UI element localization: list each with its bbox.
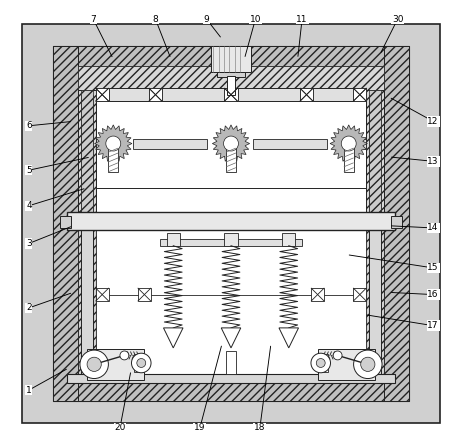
Text: 11: 11 — [296, 15, 308, 24]
Bar — [366, 228, 384, 381]
Bar — [160, 239, 302, 246]
Bar — [366, 90, 384, 228]
Bar — [67, 212, 395, 230]
Bar — [353, 88, 366, 101]
Bar — [96, 88, 109, 101]
Bar — [133, 139, 207, 149]
Bar — [391, 215, 402, 228]
Bar — [78, 228, 96, 381]
Bar — [225, 351, 237, 374]
Text: 12: 12 — [427, 117, 439, 126]
Bar — [87, 349, 145, 380]
Text: 18: 18 — [254, 423, 266, 432]
Bar — [81, 95, 93, 379]
Bar — [96, 288, 109, 301]
Bar — [225, 233, 237, 246]
Bar — [227, 76, 235, 95]
Polygon shape — [164, 328, 183, 348]
Bar — [78, 90, 96, 228]
Bar — [311, 288, 324, 301]
Bar — [96, 139, 111, 149]
Circle shape — [80, 350, 109, 379]
Text: 8: 8 — [152, 15, 158, 24]
Polygon shape — [213, 125, 249, 162]
Bar — [60, 215, 71, 228]
Bar — [167, 233, 180, 246]
Bar — [78, 66, 384, 90]
Polygon shape — [95, 125, 132, 162]
Bar — [225, 88, 237, 101]
Text: 17: 17 — [427, 321, 439, 330]
Text: 13: 13 — [427, 157, 439, 166]
Bar — [300, 88, 313, 101]
Circle shape — [341, 136, 356, 151]
Text: 16: 16 — [427, 290, 439, 299]
Text: 20: 20 — [114, 423, 126, 432]
Bar — [96, 89, 366, 101]
Bar — [322, 354, 328, 372]
Text: 4: 4 — [26, 201, 32, 210]
Bar — [384, 46, 409, 401]
Text: 6: 6 — [26, 121, 32, 130]
Bar — [282, 233, 295, 246]
Bar — [369, 95, 381, 379]
Text: 7: 7 — [91, 15, 96, 24]
Bar — [226, 147, 236, 172]
Bar — [353, 288, 366, 301]
Circle shape — [106, 136, 121, 151]
Bar — [96, 88, 109, 101]
Text: 5: 5 — [26, 166, 32, 175]
Bar — [300, 88, 313, 101]
Text: 2: 2 — [26, 304, 32, 312]
Polygon shape — [330, 125, 367, 162]
Bar — [211, 46, 251, 72]
Circle shape — [353, 350, 382, 379]
Bar — [351, 139, 366, 149]
Polygon shape — [279, 328, 298, 348]
Circle shape — [132, 353, 151, 373]
Bar — [369, 90, 381, 228]
Circle shape — [333, 351, 342, 360]
Bar — [134, 354, 140, 372]
Circle shape — [361, 357, 375, 371]
Bar — [96, 90, 366, 188]
Text: 3: 3 — [26, 239, 32, 248]
Text: 15: 15 — [427, 263, 439, 272]
Bar — [217, 72, 245, 77]
Polygon shape — [221, 328, 241, 348]
Text: 30: 30 — [392, 15, 403, 24]
Bar — [53, 46, 409, 401]
Bar — [81, 90, 93, 228]
Bar — [225, 88, 237, 101]
Bar — [53, 46, 78, 401]
Bar — [109, 147, 118, 172]
Bar — [53, 381, 409, 401]
Text: 14: 14 — [427, 224, 439, 232]
Bar — [353, 88, 366, 101]
Bar — [78, 66, 384, 93]
Text: 9: 9 — [204, 15, 209, 24]
Text: 1: 1 — [26, 386, 32, 395]
Bar — [149, 88, 162, 101]
Circle shape — [120, 351, 129, 360]
Circle shape — [87, 357, 101, 371]
Text: 19: 19 — [194, 423, 206, 432]
Circle shape — [137, 358, 146, 367]
Bar — [344, 147, 353, 172]
Bar — [138, 288, 151, 301]
Circle shape — [224, 136, 238, 151]
Bar — [53, 46, 409, 66]
Bar — [149, 88, 162, 101]
Text: 10: 10 — [249, 15, 261, 24]
Bar — [67, 374, 395, 384]
Bar — [317, 349, 375, 380]
Circle shape — [316, 358, 325, 367]
Circle shape — [311, 353, 330, 373]
Bar — [253, 139, 327, 149]
